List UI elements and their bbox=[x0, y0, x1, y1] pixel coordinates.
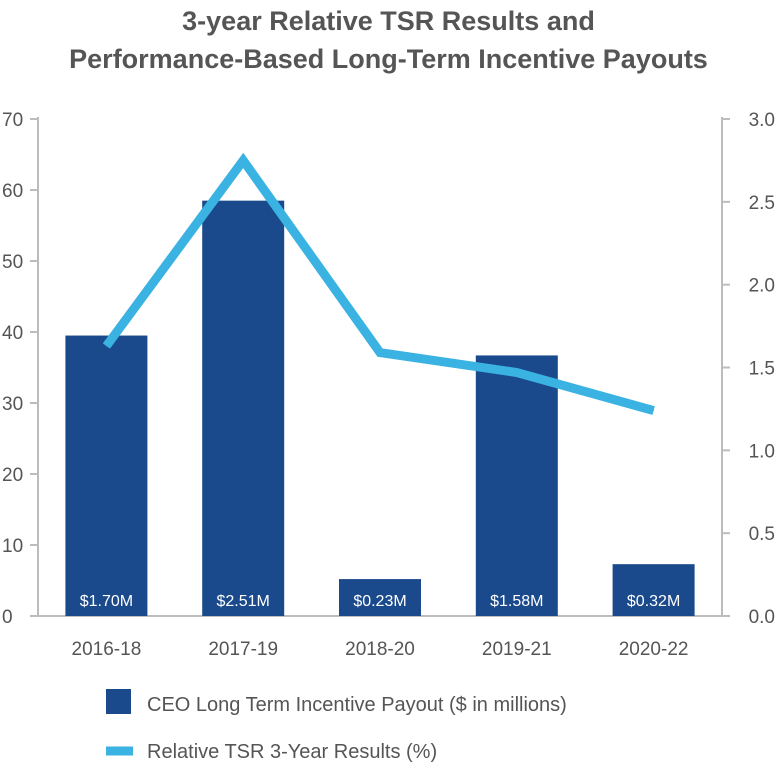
right-y-tick-label: 0.0 bbox=[749, 607, 775, 628]
tsr-point bbox=[242, 159, 244, 161]
bar-data-label: $2.51M bbox=[217, 593, 270, 610]
right-y-tick-label: 1.0 bbox=[749, 441, 775, 462]
right-y-tick-label: 2.5 bbox=[749, 193, 775, 214]
x-tick-label: 2020-22 bbox=[619, 639, 689, 660]
bar-series bbox=[65, 200, 695, 616]
x-tick-label: 2018-20 bbox=[345, 639, 415, 660]
left-y-tick-label: 60 bbox=[2, 181, 23, 202]
tsr-point bbox=[653, 410, 655, 412]
bar bbox=[475, 355, 558, 616]
right-y-tick-label: 0.5 bbox=[749, 524, 775, 545]
legend-bar-label: CEO Long Term Incentive Payout ($ in mil… bbox=[147, 694, 567, 716]
right-y-tick-label: 1.5 bbox=[749, 359, 775, 380]
left-y-tick-label: 50 bbox=[2, 252, 23, 273]
left-y-tick-label: 40 bbox=[2, 323, 23, 344]
left-y-axis-ticks: 0 10 20 30 40 50 60 70 bbox=[2, 110, 38, 628]
left-y-tick-label: 30 bbox=[2, 394, 23, 415]
legend-line-label: Relative TSR 3-Year Results (%) bbox=[147, 741, 437, 763]
bar bbox=[202, 200, 285, 616]
tsr-line bbox=[102, 152, 655, 415]
left-y-tick-label: 20 bbox=[2, 465, 23, 486]
legend-bar-swatch bbox=[106, 689, 131, 714]
chart-title-line-2: Performance-Based Long-Term Incentive Pa… bbox=[69, 44, 708, 74]
x-tick-label: 2017-19 bbox=[208, 639, 278, 660]
bar-data-label: $0.23M bbox=[353, 593, 406, 610]
right-y-tick-label: 3.0 bbox=[749, 110, 775, 131]
bar-data-label: $1.58M bbox=[490, 593, 543, 610]
bar-data-labels: $1.70M $2.51M $0.23M $1.58M $0.32M bbox=[80, 593, 681, 610]
right-y-tick-label: 2.0 bbox=[749, 276, 775, 297]
tsr-point bbox=[379, 352, 381, 354]
tsr-point bbox=[516, 371, 518, 373]
chart-title-line-1: 3-year Relative TSR Results and bbox=[182, 6, 595, 36]
x-tick-label: 2019-21 bbox=[482, 639, 552, 660]
left-y-tick-label: 10 bbox=[2, 536, 23, 557]
left-y-tick-label: 0 bbox=[2, 607, 13, 628]
left-y-tick-label: 70 bbox=[2, 110, 23, 131]
bar bbox=[612, 564, 695, 616]
legend: CEO Long Term Incentive Payout ($ in mil… bbox=[106, 689, 567, 763]
bar-data-label: $0.32M bbox=[627, 593, 680, 610]
bar bbox=[65, 335, 148, 616]
bar-data-label: $1.70M bbox=[80, 593, 133, 610]
tsr-point bbox=[105, 345, 107, 347]
x-tick-label: 2016-18 bbox=[72, 639, 142, 660]
line-series bbox=[102, 152, 655, 415]
x-axis-ticks: 2016-18 2017-19 2018-20 2019-21 2020-22 bbox=[72, 639, 689, 660]
bar bbox=[339, 579, 421, 616]
right-y-axis-ticks: 0.0 0.5 1.0 1.5 2.0 2.5 3.0 bbox=[722, 110, 775, 628]
